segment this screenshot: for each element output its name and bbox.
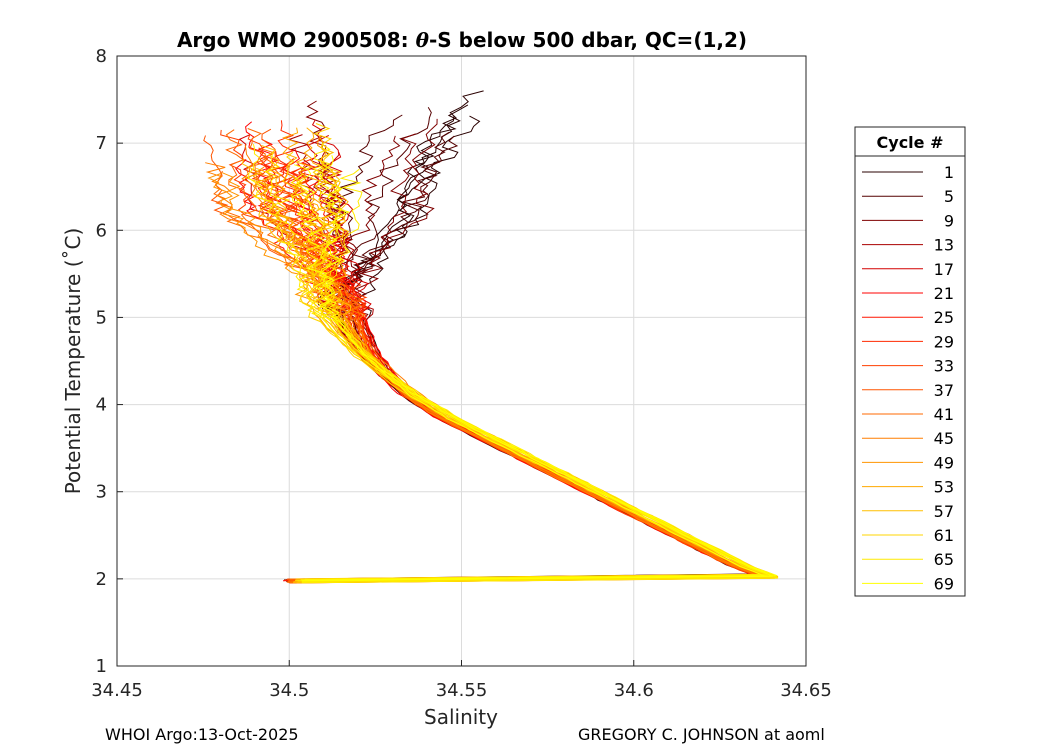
legend-title: Cycle # <box>877 133 944 152</box>
profile-line <box>301 155 774 582</box>
y-tick-label: 5 <box>96 307 107 328</box>
profile-series <box>203 90 779 584</box>
x-tick-label: 34.45 <box>91 680 143 701</box>
y-axis-label: Potential Temperature (˚C) <box>61 228 85 495</box>
legend-label: 53 <box>934 478 954 497</box>
legend-box <box>854 126 966 597</box>
legend-label: 69 <box>934 574 954 593</box>
y-tick-label: 6 <box>96 220 107 241</box>
legend-label: 9 <box>944 211 954 230</box>
legend-label: 45 <box>934 429 954 448</box>
legend-label: 1 <box>944 163 954 182</box>
y-axis-ticks: 1 2 3 4 5 6 7 8 <box>96 46 123 677</box>
legend-label: 33 <box>934 357 954 376</box>
legend: Cycle # 1 5 9 13 17 21 25 29 33 37 41 45 49 53 57 61 65 6… <box>854 126 966 597</box>
footer-author: GREGORY C. JOHNSON at aoml <box>578 725 825 744</box>
legend-label: 17 <box>934 260 954 279</box>
profile-line <box>290 173 778 581</box>
legend-label: 49 <box>934 453 954 472</box>
y-tick-label: 2 <box>96 569 107 590</box>
x-tick-label: 34.6 <box>614 680 654 701</box>
profile-line <box>247 143 768 581</box>
y-tick-label: 4 <box>96 395 107 416</box>
x-tick-label: 34.5 <box>269 680 309 701</box>
legend-label: 61 <box>934 526 954 545</box>
footer-source: WHOI Argo:13-Oct-2025 <box>105 725 299 744</box>
x-tick-label: 34.65 <box>780 680 832 701</box>
legend-label: 41 <box>934 405 954 424</box>
legend-label: 21 <box>934 284 954 303</box>
legend-label: 57 <box>934 502 954 521</box>
x-axis-label: Salinity <box>424 705 498 729</box>
profile-line <box>293 167 770 583</box>
legend-entries: 1 5 9 13 17 21 25 29 33 37 41 45 49 53 57 61 65 69 <box>862 163 954 593</box>
x-axis-ticks: 34.45 34.5 34.55 34.6 34.65 <box>91 660 832 701</box>
legend-label: 13 <box>934 236 954 255</box>
chart-title: Argo WMO 2900508: θ-S below 500 dbar, QC… <box>177 28 747 52</box>
legend-label: 37 <box>934 381 954 400</box>
chart-title-prefix: Argo WMO 2900508: <box>177 28 416 52</box>
y-tick-label: 8 <box>96 46 107 67</box>
chart-title-theta: θ <box>416 28 430 52</box>
chart-title-suffix: -S below 500 dbar, QC=(1,2) <box>429 28 747 52</box>
profile-line <box>294 164 764 581</box>
y-tick-label: 1 <box>96 656 107 677</box>
x-tick-label: 34.55 <box>436 680 488 701</box>
legend-label: 25 <box>934 308 954 327</box>
legend-label: 29 <box>934 332 954 351</box>
legend-label: 65 <box>934 550 954 569</box>
legend-label: 5 <box>944 187 954 206</box>
y-tick-label: 3 <box>96 482 107 503</box>
y-tick-label: 7 <box>96 133 107 154</box>
